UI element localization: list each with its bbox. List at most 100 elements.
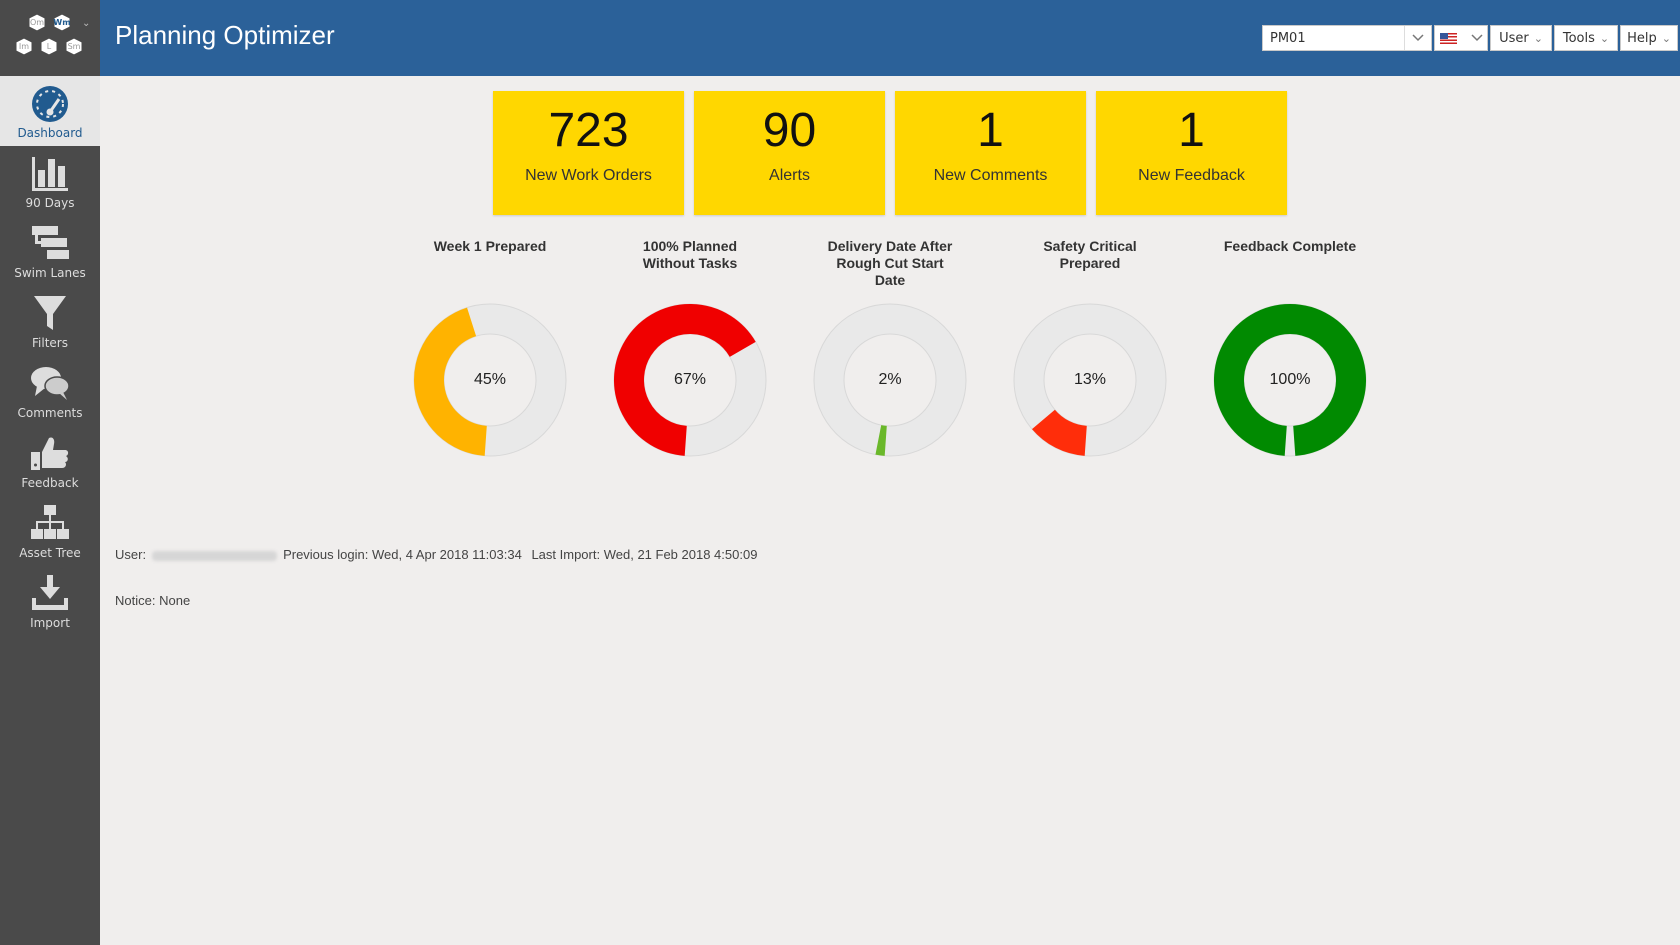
chevron-down-icon: ⌄ (1599, 31, 1610, 45)
gauge-feedback-complete[interactable]: 100% (1210, 300, 1370, 460)
tile-label: New Comments (933, 167, 1048, 184)
logo-letter-2: Im (19, 42, 29, 51)
us-flag-icon (1439, 32, 1457, 44)
sidebar-item-label: Comments (17, 406, 83, 420)
sidebar-item-label: Swim Lanes (14, 266, 86, 280)
sidebar-item-comments[interactable]: Comments (0, 356, 100, 426)
notice-label: Notice: (115, 593, 156, 608)
donut-gauge (1213, 303, 1367, 457)
gauge-week-1-prepared[interactable]: 45% (410, 300, 570, 460)
user-label: User: (115, 547, 147, 562)
sidebar-item-dashboard[interactable]: Dashboard (0, 76, 100, 146)
gauge-track (814, 304, 966, 456)
tile-label: New Work Orders (525, 167, 652, 184)
gauge-inner-outline (1243, 333, 1337, 427)
gauge-title-line: Week 1 Prepared (433, 238, 547, 254)
gauge-title-line: Prepared (1059, 255, 1121, 271)
sidebar-item-label: Asset Tree (19, 546, 81, 560)
funnel-icon (34, 296, 66, 330)
last-import-label: Last Import: (531, 547, 601, 562)
gauge-percent-label: 2% (878, 371, 902, 388)
gauge-planned-without-tasks[interactable]: 67% (610, 300, 770, 460)
app-title: Planning Optimizer (115, 20, 335, 50)
gauge-title-safety-critical: Safety Critical Prepared (995, 238, 1185, 272)
bar-chart-icon (32, 157, 68, 191)
language-select[interactable] (1434, 25, 1488, 51)
donut-gauge (1013, 303, 1167, 457)
tile-new-feedback[interactable]: 1 New Feedback (1096, 91, 1287, 215)
tile-new-comments[interactable]: 1 New Comments (895, 91, 1086, 215)
tile-new-work-orders[interactable]: 723 New Work Orders (493, 91, 684, 215)
top-header: Planning Optimizer PM01 User ⌄ Tools ⌄ Hel… (100, 0, 1680, 76)
gauge-title-delivery-date: Delivery Date After Rough Cut Start Date (795, 238, 985, 289)
hexagon-logo-icon: Om Wm Im L Sm (15, 13, 83, 56)
gauge-title-line: 100% Planned (642, 238, 738, 254)
user-email-redacted (152, 550, 278, 561)
gauge-inner-outline (643, 333, 737, 427)
gauge-arc (875, 425, 888, 456)
sidebar-item-swim-lanes[interactable]: Swim Lanes (0, 216, 100, 286)
tools-menu-button[interactable]: Tools ⌄ (1554, 25, 1618, 51)
user-menu-label: User (1499, 30, 1529, 46)
sidebar-item-label: 90 Days (25, 196, 75, 210)
tile-alerts[interactable]: 90 Alerts (694, 91, 885, 215)
logo-letter-4: Sm (68, 42, 81, 51)
sidebar-nav: Dashboard 90 Days Swim Lanes (0, 76, 100, 636)
gauge-inner-outline (843, 333, 937, 427)
sidebar-item-90-days[interactable]: 90 Days (0, 146, 100, 216)
gauge-title-planned-without-tasks: 100% Planned Without Tasks (595, 238, 785, 272)
gauge-arc (614, 304, 756, 456)
chevron-down-icon[interactable] (1404, 26, 1431, 50)
gauge-outline (813, 303, 967, 457)
dashboard-gauge-icon (32, 86, 68, 122)
gauge-title-line: Date (874, 272, 906, 288)
notice-value: None (159, 593, 191, 608)
tile-value: 723 (548, 104, 629, 157)
tile-value: 1 (1178, 104, 1205, 157)
gauge-percent-label: 13% (1073, 371, 1107, 388)
logo-letter-3: L (47, 42, 52, 51)
sidebar-item-label: Feedback (21, 476, 79, 490)
gauge-arc (1214, 304, 1366, 456)
gauge-safety-critical[interactable]: 13% (1010, 300, 1170, 460)
chevron-down-icon[interactable] (1470, 31, 1483, 46)
gauge-title-line: Delivery Date After (827, 238, 953, 254)
sidebar-item-filters[interactable]: Filters (0, 286, 100, 356)
tile-label: Alerts (769, 167, 810, 184)
sidebar-item-asset-tree[interactable]: Asset Tree (0, 496, 100, 566)
gauge-title-line: Rough Cut Start (836, 255, 944, 271)
sidebar-item-label: Filters (32, 336, 68, 350)
gauge-delivery-date[interactable]: 2% (810, 300, 970, 460)
sidebar-item-label: Dashboard (17, 126, 83, 140)
previous-login-label: Previous login: (283, 547, 369, 562)
thumbs-up-icon (31, 437, 69, 470)
sidebar-item-import[interactable]: Import (0, 566, 100, 636)
hierarchy-icon (31, 505, 69, 539)
donut-gauge (813, 303, 967, 457)
gauge-title-line: Without Tasks (642, 255, 738, 271)
gauge-title-week-1-prepared: Week 1 Prepared (395, 238, 585, 255)
user-menu-button[interactable]: User ⌄ (1490, 25, 1552, 51)
help-menu-label: Help (1627, 30, 1657, 46)
gauge-percent-label: 67% (673, 371, 707, 388)
gauge-title-feedback-complete: Feedback Complete (1195, 238, 1385, 255)
notice: Notice: None (115, 593, 190, 608)
tile-value: 90 (762, 104, 817, 157)
login-info: User: Previous login: Wed, 4 Apr 2018 11:… (115, 547, 757, 562)
last-import-value: Wed, 21 Feb 2018 4:50:09 (603, 547, 758, 562)
tile-label: New Feedback (1138, 167, 1245, 184)
donut-gauge (413, 303, 567, 457)
app-logo[interactable]: Om Wm Im L Sm ⌄ (0, 0, 100, 76)
gauge-outline (1013, 303, 1167, 457)
sidebar-item-label: Import (30, 616, 70, 630)
gauge-arc (1031, 409, 1088, 456)
tools-menu-label: Tools (1562, 30, 1595, 46)
plant-select[interactable]: PM01 (1262, 25, 1432, 51)
logo-letter-1: Wm (53, 18, 70, 27)
help-menu-button[interactable]: Help ⌄ (1620, 25, 1678, 51)
gauge-track (1014, 304, 1166, 456)
speech-bubbles-icon (31, 367, 70, 400)
plant-select-value: PM01 (1270, 30, 1306, 46)
logo-dropdown-chevron-icon[interactable]: ⌄ (82, 18, 91, 29)
sidebar-item-feedback[interactable]: Feedback (0, 426, 100, 496)
